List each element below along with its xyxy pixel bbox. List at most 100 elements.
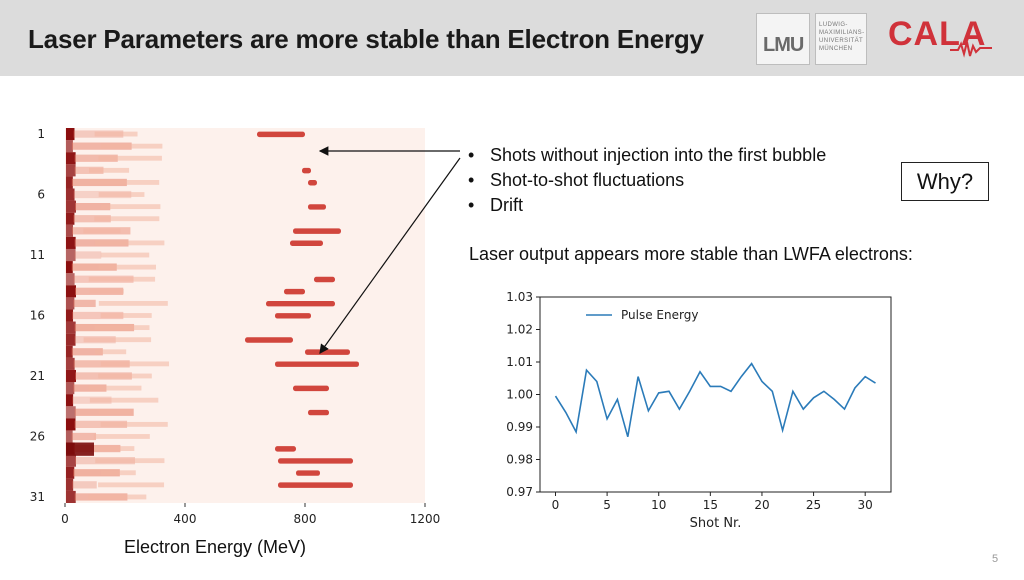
mid-energy-feature xyxy=(83,446,135,451)
energy-peak xyxy=(266,300,335,307)
x-axis-label: Shot Nr. xyxy=(690,516,742,531)
low-energy-tail xyxy=(74,154,118,162)
energy-peak xyxy=(290,240,323,246)
mid-energy-feature xyxy=(94,325,150,331)
low-energy-band xyxy=(66,128,75,141)
y-tick-label: 6 xyxy=(37,188,45,202)
low-energy-band xyxy=(66,454,76,467)
bullet-text: Drift xyxy=(490,195,523,215)
energy-peak xyxy=(308,204,326,210)
low-energy-band xyxy=(66,430,73,443)
energy-peak xyxy=(308,409,329,416)
mid-energy-feature xyxy=(83,337,152,343)
x-tick-label: 0 xyxy=(552,498,560,512)
low-energy-band xyxy=(66,442,94,456)
energy-peak xyxy=(293,385,329,392)
low-energy-band xyxy=(66,466,75,479)
lmu-name-line: MAXIMILIANS- xyxy=(819,30,865,36)
x-tick-label: 400 xyxy=(174,512,197,526)
y-tick-label: 16 xyxy=(30,309,45,323)
low-energy-band xyxy=(66,406,76,419)
pulse-energy-line-chart: 0 5 10 15 20 25 30 0.97 0.98 0.99 1.00 1.01 1.02 1.03… xyxy=(506,290,892,531)
low-energy-tail xyxy=(71,348,103,356)
low-energy-band xyxy=(66,273,75,286)
y-tick-label: 1 xyxy=(37,127,45,141)
low-energy-tail xyxy=(74,203,111,211)
low-energy-band xyxy=(66,309,74,322)
low-energy-band xyxy=(66,176,73,189)
list-item: • Drift xyxy=(468,193,826,218)
low-energy-band xyxy=(66,321,76,334)
low-energy-band xyxy=(66,200,76,213)
y-tick-label: 11 xyxy=(30,248,45,262)
low-energy-band xyxy=(66,297,75,310)
energy-peak xyxy=(278,482,353,488)
lmu-name-line: MÜNCHEN xyxy=(819,46,853,52)
x-tick-label: 10 xyxy=(651,498,666,512)
mid-energy-feature xyxy=(98,264,156,270)
pulse-energy-line xyxy=(554,362,876,438)
energy-peak xyxy=(275,446,296,452)
low-energy-band xyxy=(66,140,73,153)
low-energy-band xyxy=(66,369,76,383)
cala-logo: CALA xyxy=(888,14,998,58)
low-energy-band xyxy=(66,188,75,201)
y-tick-label: 1.01 xyxy=(506,355,533,369)
lmu-logo: LMU xyxy=(756,13,810,65)
energy-peak xyxy=(293,228,341,234)
y-tick-label: 1.02 xyxy=(506,323,533,337)
low-energy-band xyxy=(66,261,73,274)
low-energy-tail xyxy=(73,299,96,308)
mid-energy-feature xyxy=(89,397,159,403)
mid-energy-feature xyxy=(88,494,147,500)
x-tick-label: 5 xyxy=(603,498,611,512)
low-energy-tail xyxy=(73,215,111,223)
laser-stability-text: Laser output appears more stable than LW… xyxy=(469,244,913,264)
low-energy-tail xyxy=(72,311,124,320)
legend-label: Pulse Energy xyxy=(621,308,698,322)
y-tick-label: 0.97 xyxy=(506,485,533,499)
low-energy-tail xyxy=(71,432,97,441)
mid-energy-feature xyxy=(89,167,130,173)
low-energy-band xyxy=(66,490,76,503)
low-energy-band xyxy=(66,394,74,407)
energy-peak xyxy=(245,337,293,343)
low-energy-band xyxy=(66,212,75,225)
energy-peak xyxy=(257,131,305,138)
energy-peak xyxy=(308,180,317,186)
y-tick-label: 26 xyxy=(30,429,45,443)
cala-wave-icon xyxy=(950,41,992,58)
energy-peak xyxy=(302,167,311,174)
mid-energy-feature xyxy=(94,216,160,222)
x-tick-label: 25 xyxy=(806,498,821,512)
mid-energy-feature xyxy=(88,276,156,282)
mid-energy-feature xyxy=(100,252,150,258)
x-tick-label: 15 xyxy=(703,498,718,512)
bullet-list: • Shots without injection into the first … xyxy=(468,143,826,218)
plot-frame xyxy=(539,296,892,493)
mid-energy-feature xyxy=(98,155,162,161)
mid-energy-feature xyxy=(100,470,136,476)
x-tick-label: 20 xyxy=(754,498,769,512)
list-item: • Shot-to-shot fluctuations xyxy=(468,168,826,193)
energy-peak xyxy=(275,313,311,319)
lmu-name-line: UNIVERSITÄT xyxy=(819,38,864,44)
y-tick-label: 31 xyxy=(30,490,45,504)
x-tick-label: 1200 xyxy=(410,512,441,526)
mid-energy-feature xyxy=(93,434,150,439)
low-energy-band xyxy=(66,248,76,262)
energy-peak xyxy=(275,361,359,367)
x-tick-label: 800 xyxy=(294,512,317,526)
mid-energy-feature xyxy=(89,180,160,185)
slide-header: Laser Parameters are more stable than El… xyxy=(0,0,1024,76)
lmu-name-logo: LUDWIG- MAXIMILIANS- UNIVERSITÄT MÜNCHEN xyxy=(815,13,867,65)
page-number: 5 xyxy=(992,553,999,565)
y-tick-label: 21 xyxy=(30,369,45,383)
low-energy-band xyxy=(66,164,76,177)
list-item: • Shots without injection into the first … xyxy=(468,143,826,168)
mid-energy-feature xyxy=(100,421,168,427)
low-energy-tail xyxy=(72,481,97,489)
y-tick-label: 1.00 xyxy=(506,388,533,402)
mid-energy-feature xyxy=(88,385,142,391)
